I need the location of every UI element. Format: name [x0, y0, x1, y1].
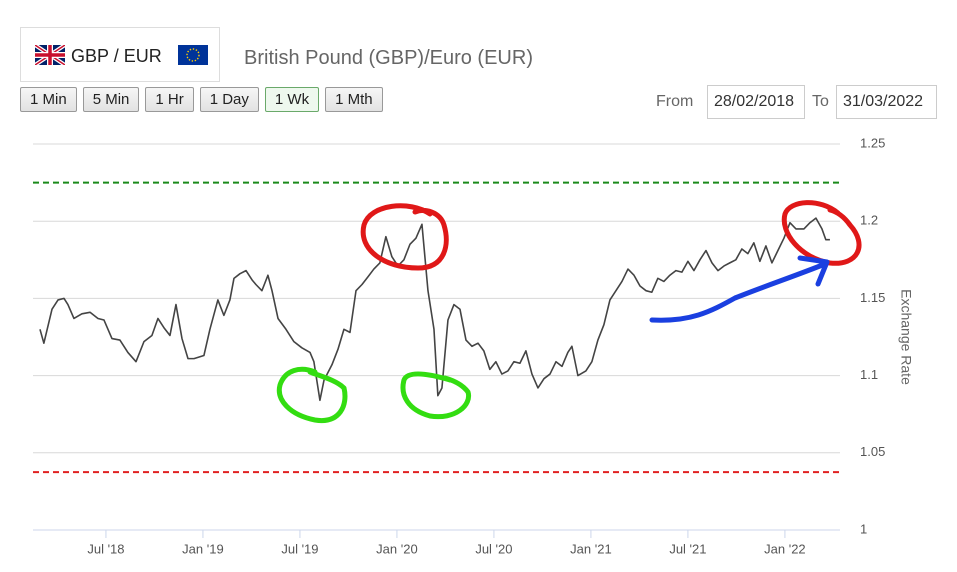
interval-button[interactable]: 1 Day — [199, 87, 259, 112]
to-label: To — [812, 93, 829, 110]
x-tick-label: Jul '21 — [669, 541, 706, 556]
interval-button[interactable]: 1 Mth — [325, 87, 383, 112]
y-axis-label: Exchange Rate — [898, 289, 914, 385]
circle-annotation — [360, 203, 449, 271]
from-label: From — [656, 93, 694, 110]
circle-annotation — [276, 366, 348, 423]
circle-annotation — [781, 200, 862, 266]
interval-buttons: 1 Min 5 Min 1 Hr 1 Day 1 Wk 1 Mth — [20, 87, 383, 112]
x-tick-label: Jul '19 — [281, 541, 318, 556]
to-input[interactable]: 31/03/2022 — [836, 85, 937, 119]
interval-button[interactable]: 1 Wk — [264, 87, 320, 112]
x-tick-label: Jul '18 — [87, 541, 124, 556]
x-tick-label: Jul '20 — [475, 541, 512, 556]
x-tick-label: Jan '22 — [764, 541, 806, 556]
y-tick-label: 1.2 — [860, 213, 878, 228]
interval-button[interactable]: 1 Hr — [145, 87, 194, 112]
y-tick-label: 1.1 — [860, 367, 878, 382]
chart-title: British Pound (GBP)/Euro (EUR) — [244, 47, 533, 69]
arrow-annotation — [649, 255, 830, 323]
series-line — [39, 217, 830, 402]
from-input[interactable]: 28/02/2018 — [707, 85, 805, 119]
annotations — [276, 200, 862, 423]
x-tick-label: Jan '20 — [376, 541, 418, 556]
x-tick-label: Jan '19 — [182, 541, 224, 556]
pair-label: GBP / EUR — [71, 46, 162, 66]
pair-box: GBP / EUR — [20, 27, 220, 82]
uk-flag — [35, 45, 65, 65]
y-tick-label: 1.25 — [860, 135, 885, 150]
y-tick-label: 1.05 — [860, 444, 885, 459]
y-tick-label: 1.15 — [860, 290, 885, 305]
interval-button[interactable]: 5 Min — [82, 87, 140, 112]
circle-annotation — [400, 371, 472, 420]
x-tick-label: Jan '21 — [570, 541, 612, 556]
eu-flag — [178, 45, 208, 65]
y-tick-label: 1 — [860, 521, 867, 536]
interval-button[interactable]: 1 Min — [20, 87, 77, 112]
